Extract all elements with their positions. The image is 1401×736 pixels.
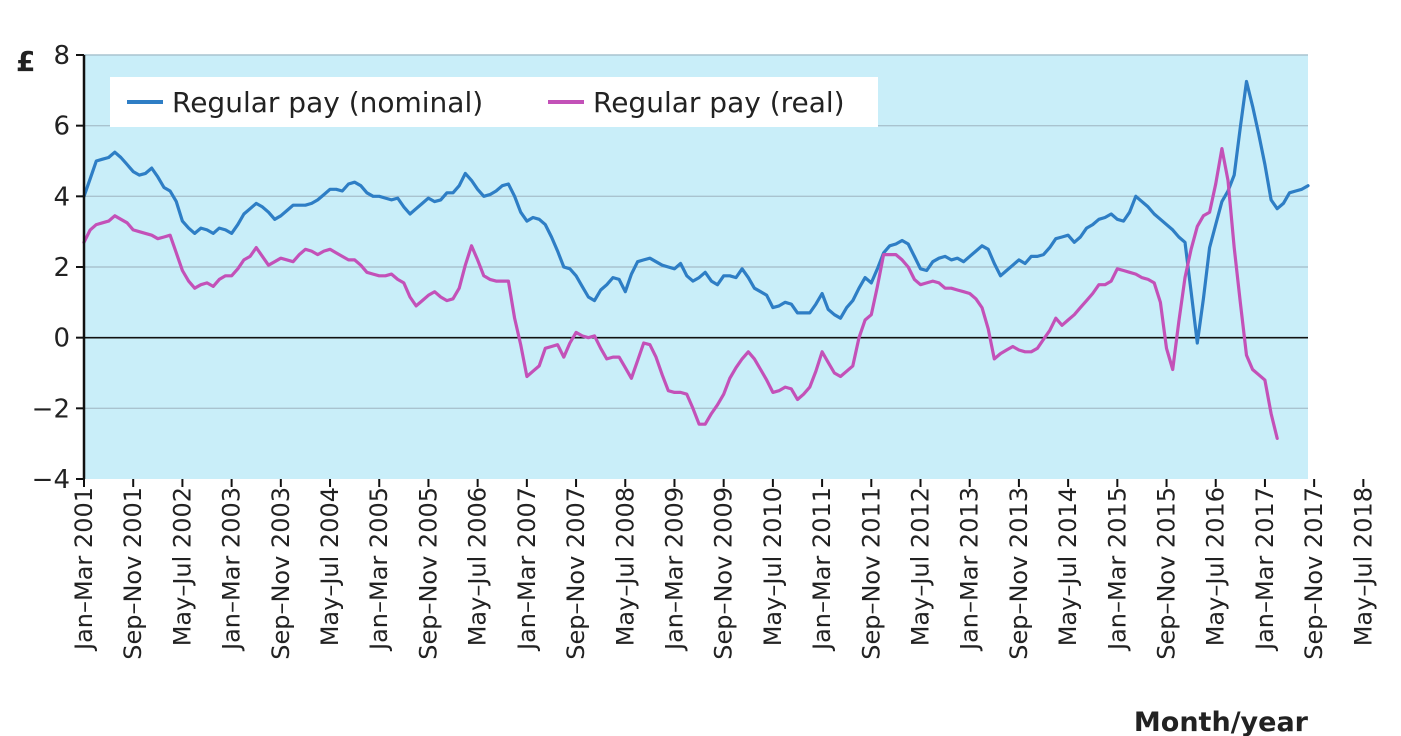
x-tick-label: Sep–Nov 2009: [710, 487, 738, 660]
gridlines: [84, 54, 1308, 410]
x-tick-label: Jan–Mar 2017: [1251, 487, 1279, 652]
y-tick-label: 6: [53, 112, 70, 142]
x-tick-label: May–Jul 2010: [759, 487, 787, 646]
y-tick-label: 8: [53, 41, 70, 71]
x-tick-label: Jan–Mar 2003: [218, 487, 246, 652]
series-lines: [82, 79, 1310, 440]
x-tick-label: May–Jul 2018: [1349, 487, 1377, 646]
y-tick-label: −4: [32, 465, 70, 495]
y-tick-label: 4: [53, 182, 70, 212]
legend: Regular pay (nominal) Regular pay (real): [110, 77, 878, 127]
x-tick-label: May–Jul 2012: [907, 487, 935, 646]
x-tick-label: May–Jul 2016: [1202, 487, 1230, 646]
x-tick-label: May–Jul 2008: [611, 487, 639, 646]
x-tick-label: Sep–Nov 2015: [1153, 487, 1181, 660]
legend-box: [110, 77, 878, 127]
x-tick-label: Jan–Mar 2005: [365, 487, 393, 652]
x-tick-label: Jan–Mar 2001: [70, 487, 98, 652]
x-tick-label: Sep–Nov 2003: [267, 487, 295, 660]
x-tick-label: May–Jul 2006: [464, 487, 492, 646]
x-tick-label: Sep–Nov 2007: [562, 487, 590, 660]
x-tick-label: Jan–Mar 2007: [513, 487, 541, 652]
series-line-nominal: [82, 79, 1310, 345]
series-line-real: [82, 147, 1279, 440]
x-tick-label: Sep–Nov 2011: [857, 487, 885, 660]
x-tick-label: Sep–Nov 2001: [119, 487, 147, 660]
x-axis-title: Month/year: [1134, 707, 1309, 736]
y-unit-label: £: [16, 45, 35, 78]
x-tick-label: Jan–Mar 2015: [1103, 487, 1131, 652]
x-tick-label: Jan–Mar 2009: [661, 487, 689, 652]
x-tick-label: Jan–Mar 2013: [956, 487, 984, 652]
y-tick-label: 2: [53, 253, 70, 283]
x-tick-label: Sep–Nov 2005: [414, 487, 442, 660]
x-tick-label: May–Jul 2014: [1054, 487, 1082, 646]
x-tick-label: May–Jul 2002: [168, 487, 196, 646]
x-axis-ticks: Jan–Mar 2001 Sep–Nov 2001 May–Jul 2002 Jan–…: [70, 479, 1401, 660]
x-tick-label: May–Jul 2004: [316, 487, 344, 646]
y-tick-label: −2: [32, 394, 70, 424]
x-tick-label: Jan–Mar 2019: [1399, 487, 1401, 652]
y-axis-ticks: −4 −2 0 2 4 6 8: [32, 41, 84, 495]
x-tick-label: Sep–Nov 2013: [1005, 487, 1033, 660]
legend-label-real: Regular pay (real): [593, 86, 845, 119]
x-tick-label: Jan–Mar 2011: [808, 487, 836, 652]
y-tick-label: 0: [53, 324, 70, 354]
legend-label-nominal: Regular pay (nominal): [172, 86, 483, 119]
x-tick-label: Sep–Nov 2017: [1300, 487, 1328, 660]
